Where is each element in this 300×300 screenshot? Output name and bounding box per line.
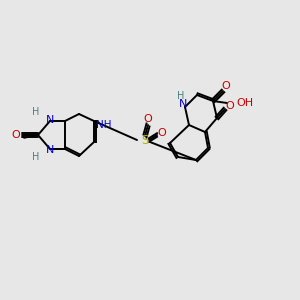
Text: O: O: [158, 128, 166, 138]
Text: S: S: [141, 134, 149, 146]
Text: O: O: [226, 101, 234, 111]
Text: H: H: [177, 91, 185, 101]
Text: N: N: [179, 99, 187, 109]
Text: O: O: [222, 81, 230, 91]
Text: H: H: [32, 152, 40, 162]
Text: NH: NH: [96, 120, 112, 130]
Text: O: O: [12, 130, 20, 140]
Text: H: H: [32, 107, 40, 117]
Text: OH: OH: [236, 98, 253, 108]
Text: N: N: [46, 145, 54, 155]
Text: N: N: [46, 115, 54, 125]
Text: O: O: [144, 114, 152, 124]
